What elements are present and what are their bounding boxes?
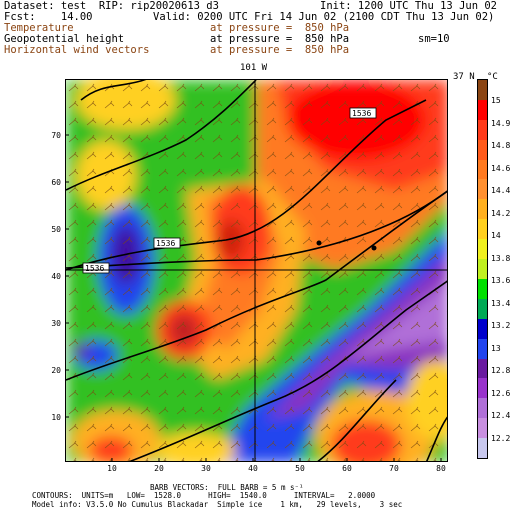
colorbar-label: 13.6 (491, 276, 511, 285)
colorbar-label: 12.4 (491, 411, 511, 420)
y-tick-label: 60 (51, 178, 61, 187)
x-tick-label: 50 (295, 464, 305, 473)
city-markers (316, 240, 377, 251)
colorbar-label: 13 (491, 343, 501, 353)
colorbar-label: 15 (491, 96, 501, 105)
x-tick-label: 30 (201, 464, 211, 473)
x-tick-label: 70 (389, 464, 399, 473)
height-contours (66, 80, 447, 461)
colorbar-label: 14.8 (491, 141, 511, 150)
colorbar-label: 14 (491, 231, 501, 240)
x-tick-label: 80 (436, 464, 446, 473)
field2-name: Geopotential height (4, 33, 125, 45)
y-tick-label: 70 (51, 131, 61, 140)
longitude-label: 101 W (240, 63, 268, 73)
x-tick-label: 60 (342, 464, 352, 473)
colorbar-swatch (478, 298, 487, 320)
colorbar-label: 13.4 (491, 298, 511, 308)
barb-legend: BARB VECTORS: FULL BARB = 5 m s⁻¹ (150, 483, 304, 492)
colorbar-label: 12.2 (491, 433, 511, 443)
contour-label: 1536 (85, 264, 104, 273)
colorbar-swatch (478, 338, 487, 360)
wind-barbs (66, 80, 447, 461)
colorbar-swatch (478, 119, 487, 141)
x-tick-label: 20 (154, 464, 164, 473)
colorbar-swatch (478, 398, 487, 419)
contour-label: 1536 (156, 239, 175, 248)
colorbar-label: 13.2 (491, 321, 511, 330)
colorbar-swatch (478, 438, 487, 459)
contour-label: 1536 (352, 109, 371, 118)
colorbar-swatch (478, 318, 487, 340)
y-tick-label: 30 (51, 319, 61, 328)
temperature-map: 1536 1536 1536 (65, 79, 448, 462)
colorbar-label: 13.8 (491, 253, 511, 263)
colorbar-unit-label: °C (487, 72, 498, 82)
valid-label: Valid: 0200 UTC Fri 14 Jun 02 (2100 CDT … (153, 11, 495, 23)
colorbar-label: 12.6 (491, 388, 511, 398)
field2-level: at pressure = 850 hPa (210, 33, 350, 45)
colorbar-swatch (478, 278, 487, 300)
contour-info: CONTOURS: UNITS=m LOW= 1528.0 HIGH= 1540… (32, 491, 376, 500)
dataset-label: Dataset: test RIP: rip20020613 d3 (4, 0, 219, 12)
x-tick-label: 40 (248, 464, 258, 473)
colorbar (477, 79, 488, 459)
colorbar-swatch (478, 219, 487, 240)
field3-level: at pressure = 850 hPa (210, 44, 350, 56)
colorbar-swatch (478, 159, 487, 180)
colorbar-swatch (478, 239, 487, 260)
temperature-field: 1536 1536 1536 (66, 80, 447, 461)
colorbar-swatch (478, 99, 487, 121)
y-tick-label: 10 (51, 413, 61, 422)
latitude-label: 37 N (453, 72, 475, 82)
y-tick-label: 20 (51, 366, 61, 375)
colorbar-swatch (478, 358, 487, 379)
colorbar-label: 14.4 (491, 186, 511, 195)
colorbar-swatch (478, 179, 487, 200)
field3-name: Horizontal wind vectors (4, 44, 150, 56)
field1-name: Temperature (4, 22, 74, 34)
colorbar-swatch (478, 259, 487, 280)
forecast-label: Fcst: 14.00 (4, 11, 93, 23)
y-tick-label: 50 (51, 225, 61, 234)
y-tick-label: 40 (51, 272, 61, 281)
contour-labels: 1536 1536 1536 (82, 107, 377, 274)
x-tick-label: 10 (107, 464, 117, 473)
colorbar-label: 14.2 (491, 208, 511, 218)
model-info: Model info: V3.5.0 No Cumulus Blackadar … (32, 500, 403, 509)
colorbar-swatch (478, 378, 487, 399)
reference-lines (66, 80, 447, 461)
colorbar-swatch (478, 418, 487, 439)
colorbar-label: 14.6 (491, 163, 511, 173)
colorbar-swatch (478, 80, 487, 101)
field1-level: at pressure = 850 hPa (210, 22, 350, 34)
colorbar-label: 14.9 (491, 118, 511, 128)
init-label: Init: 1200 UTC Thu 13 Jun 02 (320, 0, 498, 12)
colorbar-swatch (478, 139, 487, 161)
colorbar-label: 12.8 (491, 366, 511, 375)
colorbar-swatch (478, 199, 487, 220)
field2-smoothing: sm=10 (418, 33, 450, 45)
